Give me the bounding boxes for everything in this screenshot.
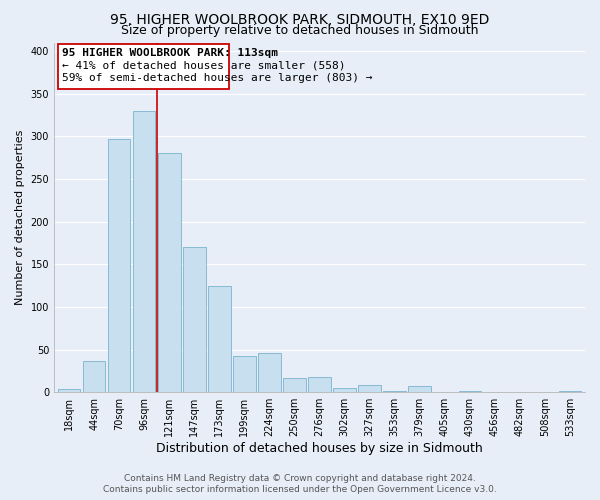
Bar [559,390,581,392]
Y-axis label: Number of detached properties: Number of detached properties [15,130,25,305]
Bar [183,247,206,392]
Text: ← 41% of detached houses are smaller (558): ← 41% of detached houses are smaller (55… [62,60,345,70]
Bar [83,360,106,392]
Bar [258,353,281,392]
X-axis label: Distribution of detached houses by size in Sidmouth: Distribution of detached houses by size … [156,442,483,455]
Bar [333,388,356,392]
FancyBboxPatch shape [58,44,229,90]
Bar [283,378,306,392]
Bar [409,386,431,392]
Text: Contains HM Land Registry data © Crown copyright and database right 2024.
Contai: Contains HM Land Registry data © Crown c… [103,474,497,494]
Bar [308,377,331,392]
Bar [233,356,256,392]
Text: 95 HIGHER WOOLBROOK PARK: 113sqm: 95 HIGHER WOOLBROOK PARK: 113sqm [62,48,278,58]
Text: 59% of semi-detached houses are larger (803) →: 59% of semi-detached houses are larger (… [62,73,372,83]
Bar [133,110,155,392]
Bar [158,154,181,392]
Bar [208,286,230,392]
Text: Size of property relative to detached houses in Sidmouth: Size of property relative to detached ho… [121,24,479,37]
Text: 95, HIGHER WOOLBROOK PARK, SIDMOUTH, EX10 9ED: 95, HIGHER WOOLBROOK PARK, SIDMOUTH, EX1… [110,12,490,26]
Bar [58,389,80,392]
Bar [108,139,130,392]
Bar [358,384,381,392]
